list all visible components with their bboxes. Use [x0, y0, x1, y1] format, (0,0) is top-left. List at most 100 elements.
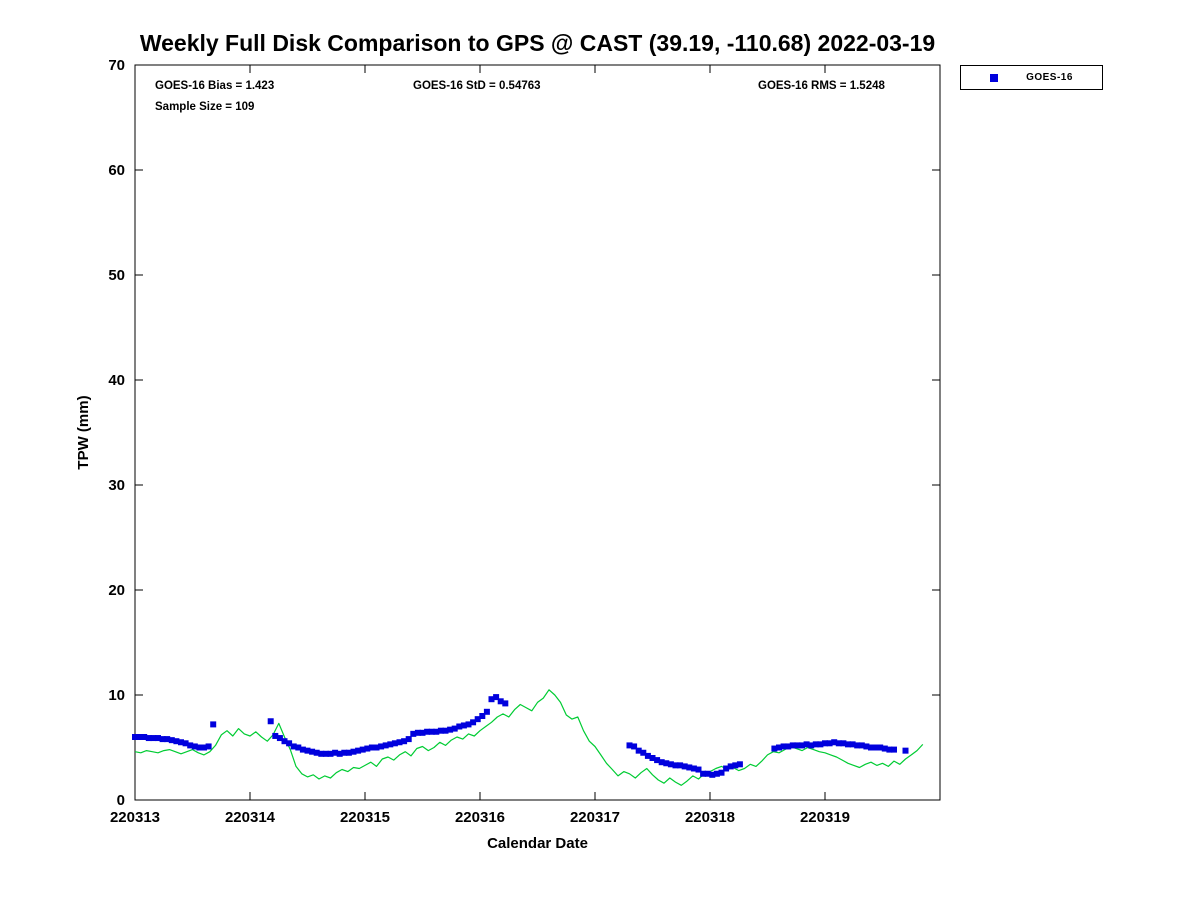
goes16-marker — [877, 744, 884, 751]
goes16-marker — [776, 744, 782, 751]
goes16-marker — [267, 718, 274, 725]
goes16-marker — [677, 762, 684, 769]
goes16-marker — [155, 735, 161, 742]
goes16-marker — [483, 708, 490, 715]
goes16-marker — [332, 749, 339, 756]
goes16-marker — [428, 728, 435, 735]
x-tick-label: 220314 — [225, 809, 276, 826]
goes16-marker — [419, 729, 426, 736]
goes16-marker — [182, 740, 189, 747]
goes16-marker — [456, 723, 463, 730]
goes16-marker — [272, 732, 279, 739]
goes16-marker — [350, 748, 357, 755]
goes16-marker — [345, 749, 352, 756]
goes16-marker — [322, 750, 329, 757]
y-tick-label: 0 — [117, 792, 125, 809]
goes16-marker — [667, 761, 674, 768]
stat-rms-text: GOES-16 RMS = 1.5248 — [758, 80, 885, 92]
goes16-marker — [644, 752, 651, 759]
goes16-marker — [771, 745, 778, 752]
y-tick-label: 70 — [108, 57, 125, 74]
goes16-marker — [868, 744, 874, 751]
y-tick-label: 30 — [108, 477, 125, 494]
y-tick-label: 10 — [108, 687, 125, 704]
goes16-marker — [276, 735, 283, 742]
goes16-marker — [442, 727, 449, 734]
goes16-marker — [812, 741, 819, 748]
goes16-marker — [136, 734, 143, 740]
goes16-marker — [281, 738, 288, 745]
x-tick-label: 220317 — [570, 809, 620, 826]
goes16-marker — [173, 738, 180, 745]
goes16-marker — [727, 763, 734, 770]
goes16-marker — [286, 740, 293, 747]
goes16-marker — [355, 747, 362, 754]
goes16-marker — [658, 759, 665, 766]
goes16-marker — [891, 746, 897, 753]
goes16-marker — [309, 748, 316, 755]
goes16-marker — [373, 744, 380, 751]
goes16-marker — [872, 744, 879, 751]
goes16-marker — [410, 730, 417, 737]
goes16-marker — [493, 694, 500, 701]
goes16-marker — [290, 743, 297, 750]
stat-sample-size-text: Sample Size = 109 — [155, 101, 255, 113]
goes16-marker — [835, 740, 842, 747]
goes16-marker — [465, 721, 472, 728]
legend[interactable]: GOES-16 — [960, 65, 1103, 90]
goes16-marker — [822, 740, 828, 747]
goes16-marker — [635, 747, 642, 754]
x-tick-label: 220318 — [685, 809, 735, 826]
goes16-marker — [780, 743, 787, 750]
goes16-marker — [414, 729, 421, 736]
goes16-marker — [502, 700, 509, 707]
goes16-marker — [437, 727, 444, 734]
goes16-marker — [164, 736, 171, 743]
legend-label-goes16: GOES-16 — [1026, 72, 1073, 83]
goes16-marker — [401, 738, 408, 745]
goes16-marker — [654, 757, 661, 764]
goes16-marker — [479, 713, 486, 719]
goes16-marker — [451, 725, 458, 732]
x-tick-label: 220316 — [455, 809, 505, 826]
goes16-marker — [295, 744, 302, 751]
goes16-marker — [313, 749, 320, 756]
goes16-marker — [396, 739, 403, 746]
goes16-marker — [341, 749, 348, 756]
goes16-marker — [433, 728, 440, 735]
x-tick-label: 220313 — [110, 809, 160, 826]
goes16-marker — [145, 735, 152, 742]
goes16-marker — [803, 741, 810, 748]
goes16-marker — [736, 761, 743, 768]
x-tick-label: 220315 — [340, 809, 390, 826]
goes16-marker — [488, 696, 495, 703]
goes16-marker — [405, 736, 412, 743]
goes16-marker — [640, 749, 647, 756]
goes16-marker — [382, 742, 389, 749]
goes16-marker — [132, 734, 138, 740]
goes16-marker — [141, 734, 148, 740]
goes16-marker — [849, 741, 856, 748]
goes16-marker — [168, 737, 175, 744]
goes16-marker — [863, 743, 870, 750]
goes16-marker — [359, 746, 366, 753]
goes16-marker — [299, 746, 306, 753]
goes16-marker — [808, 742, 815, 749]
goes16-marker — [378, 743, 385, 750]
goes16-marker — [681, 763, 688, 770]
goes16-marker — [826, 740, 833, 747]
goes16-marker — [150, 735, 157, 742]
goes16-marker — [304, 747, 311, 754]
goes16-marker — [159, 736, 166, 743]
goes16-marker — [201, 744, 207, 751]
goes16-marker — [460, 722, 467, 729]
goes16-marker — [881, 745, 888, 752]
goes16-marker — [191, 743, 198, 750]
goes16-marker — [700, 770, 707, 777]
goes16-marker — [886, 746, 893, 753]
goes16-marker — [187, 742, 194, 749]
goes16-marker — [424, 728, 431, 735]
goes16-marker — [902, 747, 909, 754]
